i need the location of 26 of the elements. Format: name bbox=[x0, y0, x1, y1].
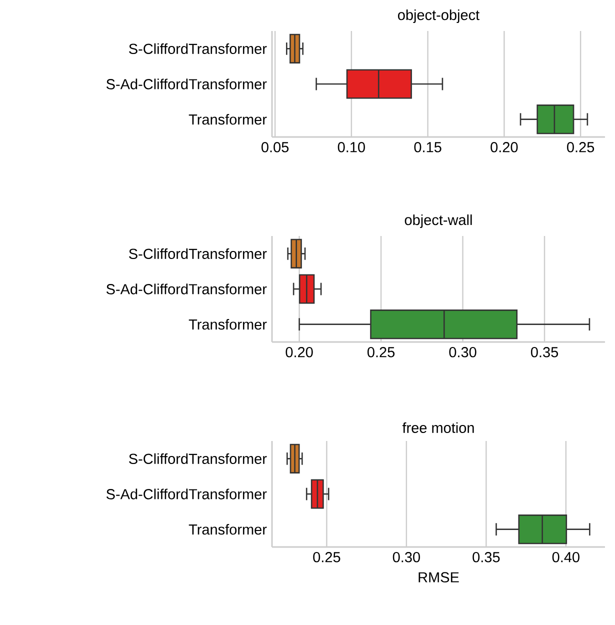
x-tick-label: 0.10 bbox=[338, 142, 365, 152]
x-tick-label: 0.20 bbox=[490, 142, 518, 152]
x-tick-label: 0.05 bbox=[262, 142, 289, 152]
x-tick-label: 0.35 bbox=[530, 347, 558, 358]
x-tick-label: 0.25 bbox=[313, 552, 340, 562]
y-tick-label: S-Ad-CliffordTransformer bbox=[106, 78, 267, 90]
x-tick-label: 0.35 bbox=[472, 552, 500, 562]
y-tick-label: Transformer bbox=[188, 524, 267, 535]
chart-title: object-wall bbox=[404, 214, 472, 228]
y-tick-label: S-Ad-CliffordTransformer bbox=[106, 284, 267, 294]
x-tick-label: 0.20 bbox=[286, 347, 313, 358]
y-tick-label: Transformer bbox=[188, 319, 267, 330]
x-tick-label: 0.30 bbox=[449, 347, 476, 358]
chart-title: free motion bbox=[402, 422, 474, 433]
y-tick-label: Transformer bbox=[188, 114, 267, 125]
y-tick-label: S-CliffordTransformer bbox=[129, 453, 267, 464]
x-tick-label: 0.15 bbox=[414, 142, 442, 152]
x-tick-label: 0.25 bbox=[367, 347, 395, 358]
y-tick-label: S-CliffordTransformer bbox=[129, 43, 267, 54]
y-tick-label: S-CliffordTransformer bbox=[129, 248, 267, 259]
x-tick-label: 0.25 bbox=[567, 142, 594, 152]
x-axis-title: RMSE bbox=[418, 572, 459, 582]
x-tick-label: 0.40 bbox=[552, 552, 580, 562]
chart-title: object-object bbox=[398, 9, 480, 23]
x-tick-label: 0.30 bbox=[392, 552, 420, 562]
y-tick-label: S-Ad-CliffordTransformer bbox=[106, 488, 267, 500]
